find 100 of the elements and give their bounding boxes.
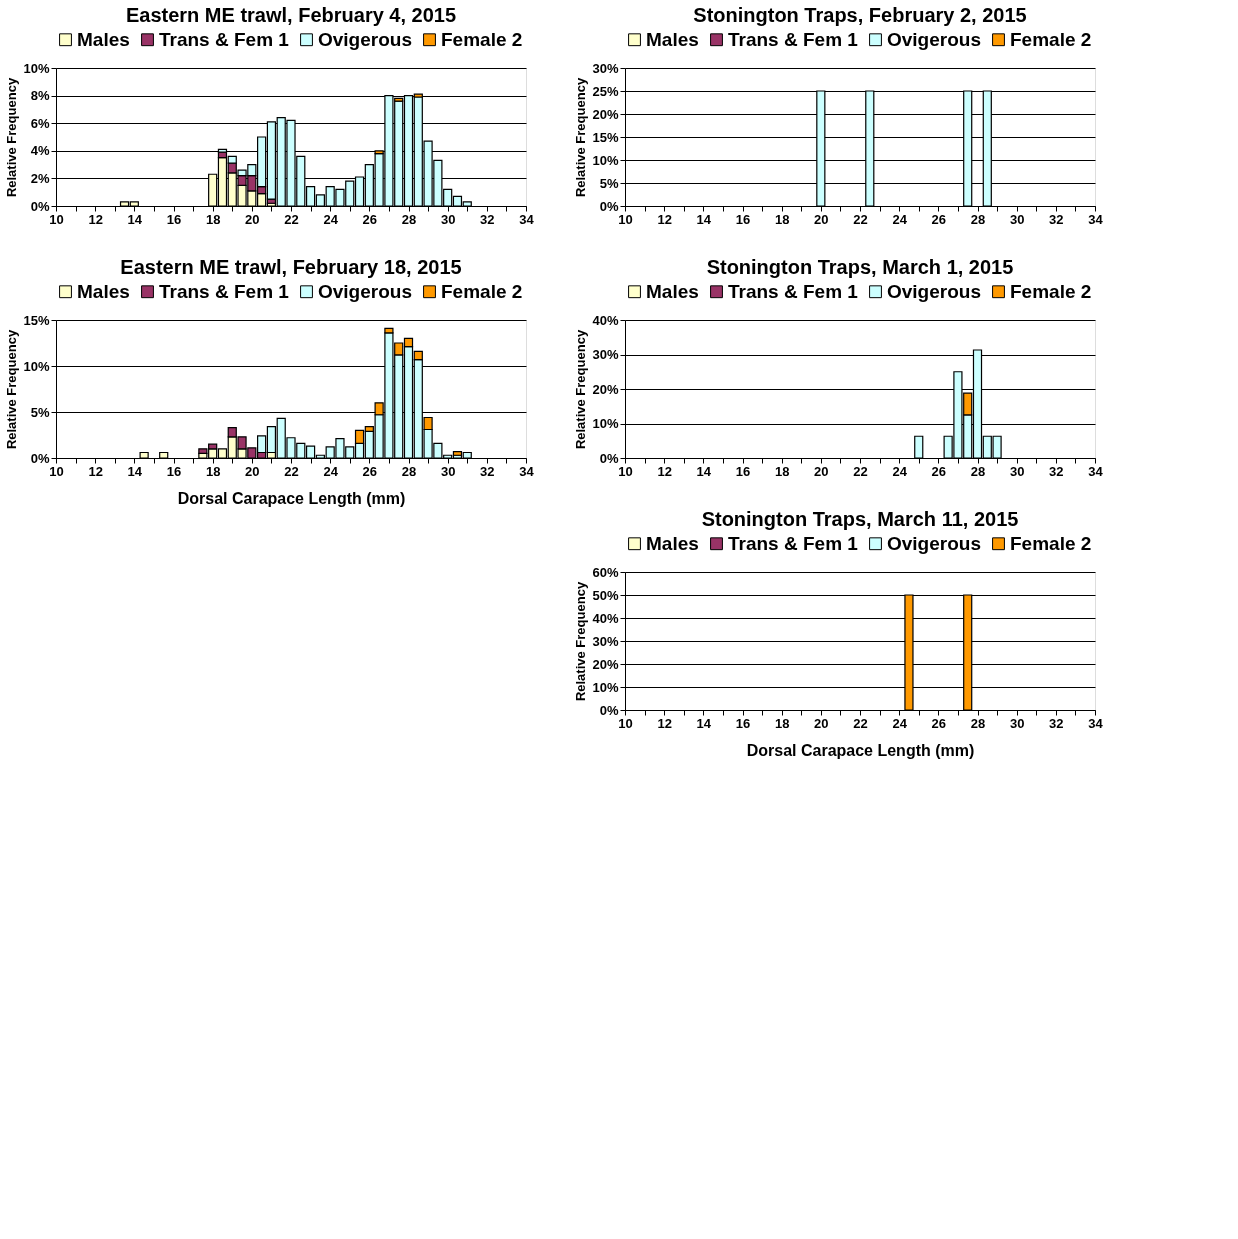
legend-label: Trans & Fem 1 [159,28,290,50]
legend-label: Males [646,532,699,554]
legend-label: Males [646,280,699,302]
x-tick-label: 12 [657,715,672,731]
x-tick-label: 24 [892,211,908,227]
y-tick-label: 0% [599,702,619,718]
x-tick-label: 10 [618,463,633,479]
chart-title: Stonington Traps, March 11, 2015 [701,508,1019,530]
x-tick-label: 28 [401,463,417,479]
legend-label: Female 2 [441,280,523,302]
y-tick-label: 40% [592,610,619,626]
x-tick-label: 32 [480,211,495,227]
x-tick-label: 32 [1049,211,1064,227]
y-tick-label: 25% [592,83,619,99]
x-tick-label: 12 [88,463,103,479]
legend-label: Female 2 [441,28,523,50]
y-tick-label: 6% [30,115,50,131]
legend-label: Ovigerous [887,28,981,50]
y-tick-label: 10% [23,60,50,76]
x-tick-label: 34 [519,211,535,227]
x-tick-label: 18 [205,463,221,479]
x-tick-label: 12 [657,211,672,227]
x-tick-label: 32 [1049,715,1064,731]
legend-label: Ovigerous [887,280,981,302]
x-tick-label: 22 [853,211,868,227]
y-tick-label: 10% [592,416,619,431]
y-tick-label: 50% [592,587,619,603]
x-tick-label: 20 [245,463,260,479]
x-tick-label: 26 [931,463,947,479]
x-tick-label: 18 [774,463,790,479]
y-tick-label: 8% [30,88,50,104]
x-tick-label: 28 [970,715,986,731]
x-tick-label: 14 [696,211,712,227]
y-tick-label: 0% [599,198,619,214]
y-tick-label: 0% [30,450,50,466]
y-tick-label: 5% [599,175,619,191]
x-tick-label: 22 [284,211,299,227]
y-tick-label: 0% [30,198,50,214]
x-tick-label: 22 [853,715,868,731]
y-tick-label: 10% [23,358,50,374]
y-tick-label: 2% [30,170,50,186]
x-tick-label: 30 [440,463,456,479]
x-tick-label: 32 [480,463,495,479]
x-tick-label: 16 [735,715,751,731]
x-axis-title: Dorsal Carapace Length (mm) [177,489,406,507]
x-tick-label: 26 [362,463,378,479]
x-tick-label: 26 [362,211,378,227]
x-tick-label: 10 [49,463,64,479]
chart-title: Stonington Traps, March 1, 2015 [706,256,1014,278]
y-tick-label: 10% [592,679,619,695]
legend-label: Trans & Fem 1 [728,28,859,50]
x-tick-label: 14 [696,715,712,731]
x-tick-label: 16 [735,463,751,479]
y-tick-label: 30% [592,60,619,76]
chart-title: Stonington Traps, February 2, 2015 [693,4,1027,26]
legend-label: Trans & Fem 1 [728,280,859,302]
x-tick-label: 14 [127,463,143,479]
y-axis-title: Relative Frequency [4,77,20,198]
y-tick-label: 20% [592,656,619,672]
y-tick-label: 30% [592,347,619,362]
x-tick-label: 24 [323,463,339,479]
x-tick-label: 18 [774,715,790,731]
x-tick-label: 16 [166,211,182,227]
x-tick-label: 14 [696,463,712,479]
y-tick-label: 20% [592,381,619,397]
x-tick-label: 12 [657,463,672,479]
x-tick-label: 24 [892,463,908,479]
x-tick-label: 10 [618,715,633,731]
legend-label: Males [77,280,130,302]
x-tick-label: 20 [814,715,829,731]
y-tick-label: 60% [592,564,619,580]
legend-label: Ovigerous [318,280,412,302]
y-tick-label: 10% [592,152,619,168]
x-tick-label: 24 [323,211,339,227]
x-tick-label: 16 [735,211,751,227]
x-tick-label: 30 [440,211,456,227]
x-tick-label: 20 [814,211,829,227]
x-tick-label: 34 [519,463,535,479]
chart-title: Eastern ME trawl, February 4, 2015 [125,4,457,26]
x-tick-label: 30 [1009,211,1025,227]
y-axis-title: Relative Frequency [573,77,589,198]
legend-label: Ovigerous [318,28,412,50]
y-tick-label: 15% [23,312,50,328]
x-axis-title: Dorsal Carapace Length (mm) [746,741,975,759]
legend-label: Males [646,28,699,50]
y-tick-label: 4% [30,143,50,159]
x-tick-label: 16 [166,463,182,479]
x-tick-label: 30 [1009,463,1025,479]
y-tick-label: 20% [592,106,619,122]
x-tick-label: 32 [1049,463,1064,479]
x-tick-label: 18 [205,211,221,227]
x-tick-label: 20 [814,463,829,479]
x-tick-label: 26 [931,715,947,731]
x-tick-label: 34 [1088,715,1104,731]
x-tick-label: 34 [1088,463,1104,479]
x-tick-label: 14 [127,211,143,227]
x-tick-label: 34 [1088,211,1104,227]
y-tick-label: 0% [599,450,619,466]
legend-label: Female 2 [1010,280,1092,302]
y-axis-title: Relative Frequency [4,329,20,450]
